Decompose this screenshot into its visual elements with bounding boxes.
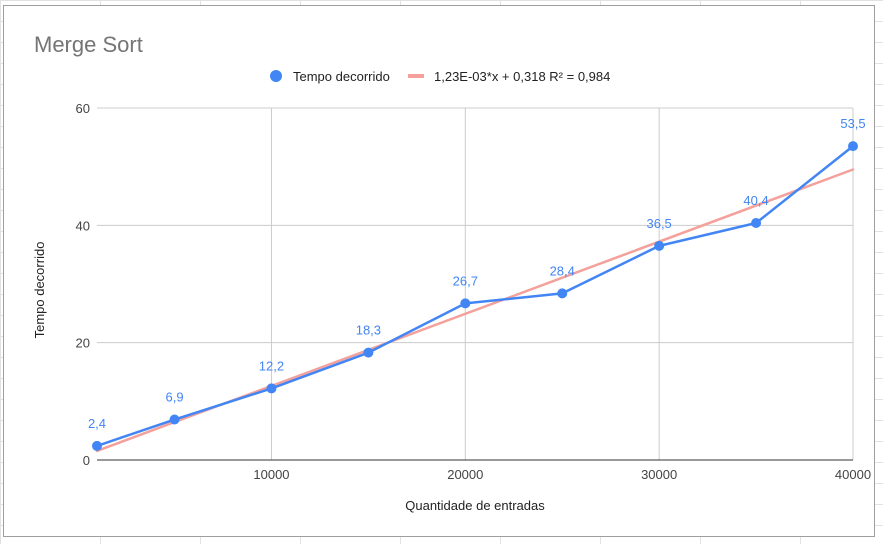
- legend-series-marker: [270, 70, 282, 82]
- legend[interactable]: Tempo decorrido 1,23E-03*x + 0,318 R² = …: [270, 69, 610, 84]
- data-label: 28,4: [550, 263, 575, 278]
- data-label: 53,5: [840, 116, 865, 131]
- legend-trendline-label: 1,23E-03*x + 0,318 R² = 0,984: [434, 69, 610, 84]
- y-tick-label: 40: [76, 218, 90, 233]
- data-label-layer: 2,4 6,9 12,2 18,3 26,7 28,4 36,5 40,4 53,5: [88, 116, 866, 431]
- data-point[interactable]: [751, 217, 762, 228]
- data-label: 18,3: [356, 323, 381, 338]
- x-tick-label: 30000: [641, 467, 677, 482]
- x-tick-label: 20000: [447, 467, 483, 482]
- data-point[interactable]: [92, 440, 102, 451]
- data-label: 40,4: [743, 193, 768, 208]
- data-label: 2,4: [88, 416, 106, 431]
- data-label: 26,7: [453, 273, 478, 288]
- legend-series-label: Tempo decorrido: [293, 69, 390, 84]
- axis-layer: 0 20 40 60 10000 20000 30000 40000: [76, 101, 872, 482]
- chart-title: Merge Sort: [34, 32, 143, 57]
- data-point[interactable]: [266, 383, 277, 394]
- data-point[interactable]: [363, 347, 374, 358]
- data-label: 36,5: [646, 216, 671, 231]
- data-point[interactable]: [557, 288, 568, 299]
- x-tick-label: 40000: [835, 467, 871, 482]
- data-point[interactable]: [848, 141, 858, 152]
- grid-layer: [97, 107, 854, 460]
- data-label: 6,9: [165, 390, 183, 405]
- y-tick-label: 60: [76, 101, 90, 116]
- x-axis-title: Quantidade de entradas: [405, 498, 545, 513]
- y-tick-label: 0: [83, 453, 90, 468]
- data-label: 12,2: [259, 358, 284, 373]
- data-point[interactable]: [460, 298, 471, 309]
- series-line: [96, 145, 854, 448]
- y-axis-title: Tempo decorrido: [32, 242, 47, 339]
- y-tick-label: 20: [76, 336, 90, 351]
- series-layer: [92, 141, 858, 451]
- data-point[interactable]: [654, 240, 665, 251]
- data-point[interactable]: [169, 414, 180, 425]
- x-tick-label: 10000: [253, 467, 289, 482]
- chart-card[interactable]: Merge Sort: [3, 5, 875, 537]
